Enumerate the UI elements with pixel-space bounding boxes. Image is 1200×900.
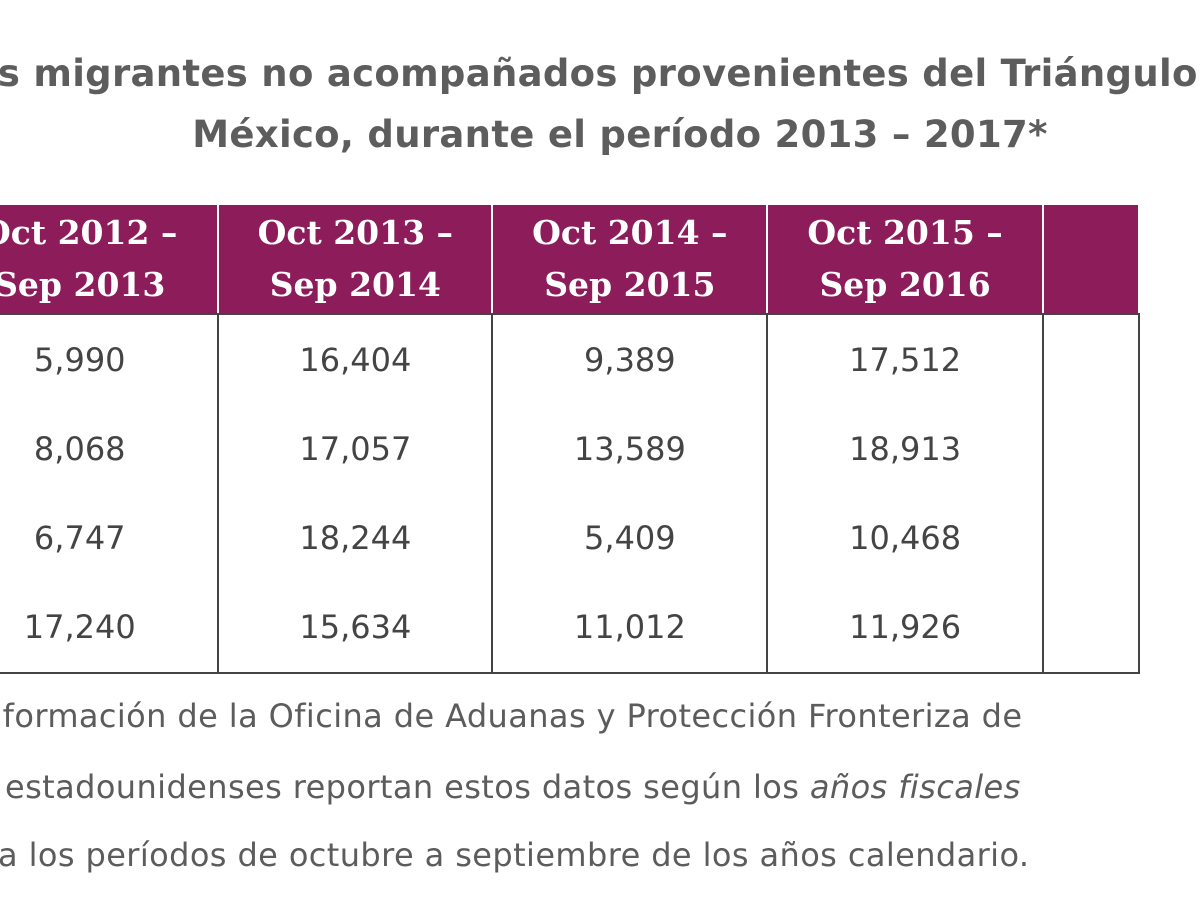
table-cell-partial — [1041, 404, 1141, 493]
table-cell-partial — [1041, 493, 1141, 582]
column-header-line-1: Oct 2012 – — [0, 213, 178, 252]
table-header-row: Oct 2012 – Sep 2013 Oct 2013 – Sep 2014 … — [0, 203, 1141, 315]
migrants-table: Oct 2012 – Sep 2013 Oct 2013 – Sep 2014 … — [0, 203, 1141, 674]
column-header-line-2: Sep 2015 — [544, 265, 716, 304]
table-row: 8,068 17,057 13,589 18,913 — [0, 404, 1141, 493]
table-cell: 5,990 — [0, 314, 220, 404]
table-row: 5,990 16,404 9,389 17,512 — [0, 314, 1141, 404]
table-cell: 15,634 — [217, 582, 494, 674]
source-note-line-1: nformación de la Oficina de Aduanas y Pr… — [0, 697, 1023, 735]
column-header: Oct 2013 – Sep 2014 — [217, 203, 494, 315]
table-cell-partial — [1041, 314, 1141, 404]
column-header-line-2: Sep 2016 — [819, 265, 991, 304]
table-cell: 10,468 — [766, 493, 1044, 582]
table-cell: 6,747 — [0, 493, 220, 582]
column-header-line-2: Sep 2014 — [269, 265, 441, 304]
table-cell: 11,926 — [766, 582, 1044, 674]
fiscal-years-term: años fiscales — [809, 768, 1021, 806]
table-cell: 8,068 — [0, 404, 220, 493]
column-header: Oct 2015 – Sep 2016 — [766, 203, 1044, 315]
table-cell: 9,389 — [491, 314, 769, 404]
table-row: 17,240 15,634 11,012 11,926 — [0, 582, 1141, 674]
table-title-line-1: s migrantes no acompañados provenientes … — [0, 52, 1200, 95]
table-cell: 17,512 — [766, 314, 1044, 404]
table-row: 6,747 18,244 5,409 10,468 — [0, 493, 1141, 582]
column-header-line-2: Sep 2013 — [0, 265, 166, 304]
table-cell: 17,240 — [0, 582, 220, 674]
column-header-partial — [1041, 203, 1141, 315]
column-header-line-1: Oct 2015 – — [807, 213, 1003, 252]
source-note-line-2-text: estadounidenses reportan estos datos seg… — [5, 768, 810, 806]
table-title-line-2: México, durante el período 2013 – 2017* — [192, 113, 1048, 156]
table-cell: 13,589 — [491, 404, 769, 493]
table-cell: 17,057 — [217, 404, 494, 493]
table-cell: 11,012 — [491, 582, 769, 674]
table-cell: 18,913 — [766, 404, 1044, 493]
table-cell: 18,244 — [217, 493, 494, 582]
table-cell-partial — [1041, 582, 1141, 674]
column-header-line-1: Oct 2013 – — [257, 213, 454, 252]
table-cell: 5,409 — [491, 493, 769, 582]
source-note-line-3: a los períodos de octubre a septiembre d… — [0, 836, 1030, 874]
column-header: Oct 2012 – Sep 2013 — [0, 203, 220, 315]
column-header: Oct 2014 – Sep 2015 — [491, 203, 769, 315]
source-note-line-2: estadounidenses reportan estos datos seg… — [5, 768, 1021, 806]
table-cell: 16,404 — [217, 314, 494, 404]
column-header-line-1: Oct 2014 – — [532, 213, 728, 252]
